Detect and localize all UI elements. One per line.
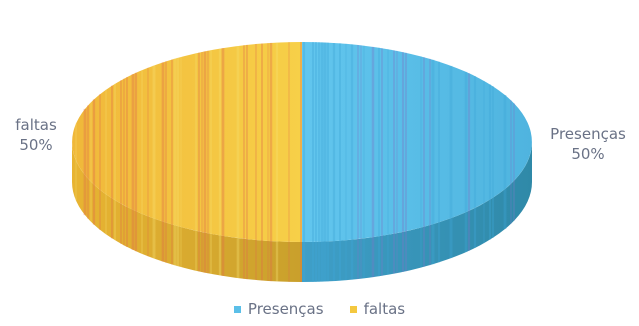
slice-label-presencas-name: Presenças (550, 125, 626, 143)
pie-slice-presencas (302, 42, 532, 242)
legend-item-faltas: faltas (349, 300, 406, 318)
chart-legend: Presenças faltas (0, 300, 639, 318)
pie-slice-faltas (72, 42, 302, 242)
legend-item-presencas: Presenças (233, 300, 324, 318)
legend-label-presencas: Presenças (247, 300, 324, 318)
slice-label-faltas-name: faltas (15, 116, 57, 134)
legend-label-faltas: faltas (363, 300, 406, 318)
slice-label-presencas-percent: 50% (571, 145, 605, 163)
legend-swatch-presencas (233, 305, 241, 313)
slice-label-faltas: faltas 50% (6, 115, 66, 155)
slice-label-presencas: Presenças 50% (538, 124, 638, 164)
legend-swatch-faltas (349, 305, 357, 313)
pie-side-presencas (302, 142, 532, 282)
slice-label-faltas-percent: 50% (19, 136, 53, 154)
pie-side-faltas (72, 142, 302, 282)
